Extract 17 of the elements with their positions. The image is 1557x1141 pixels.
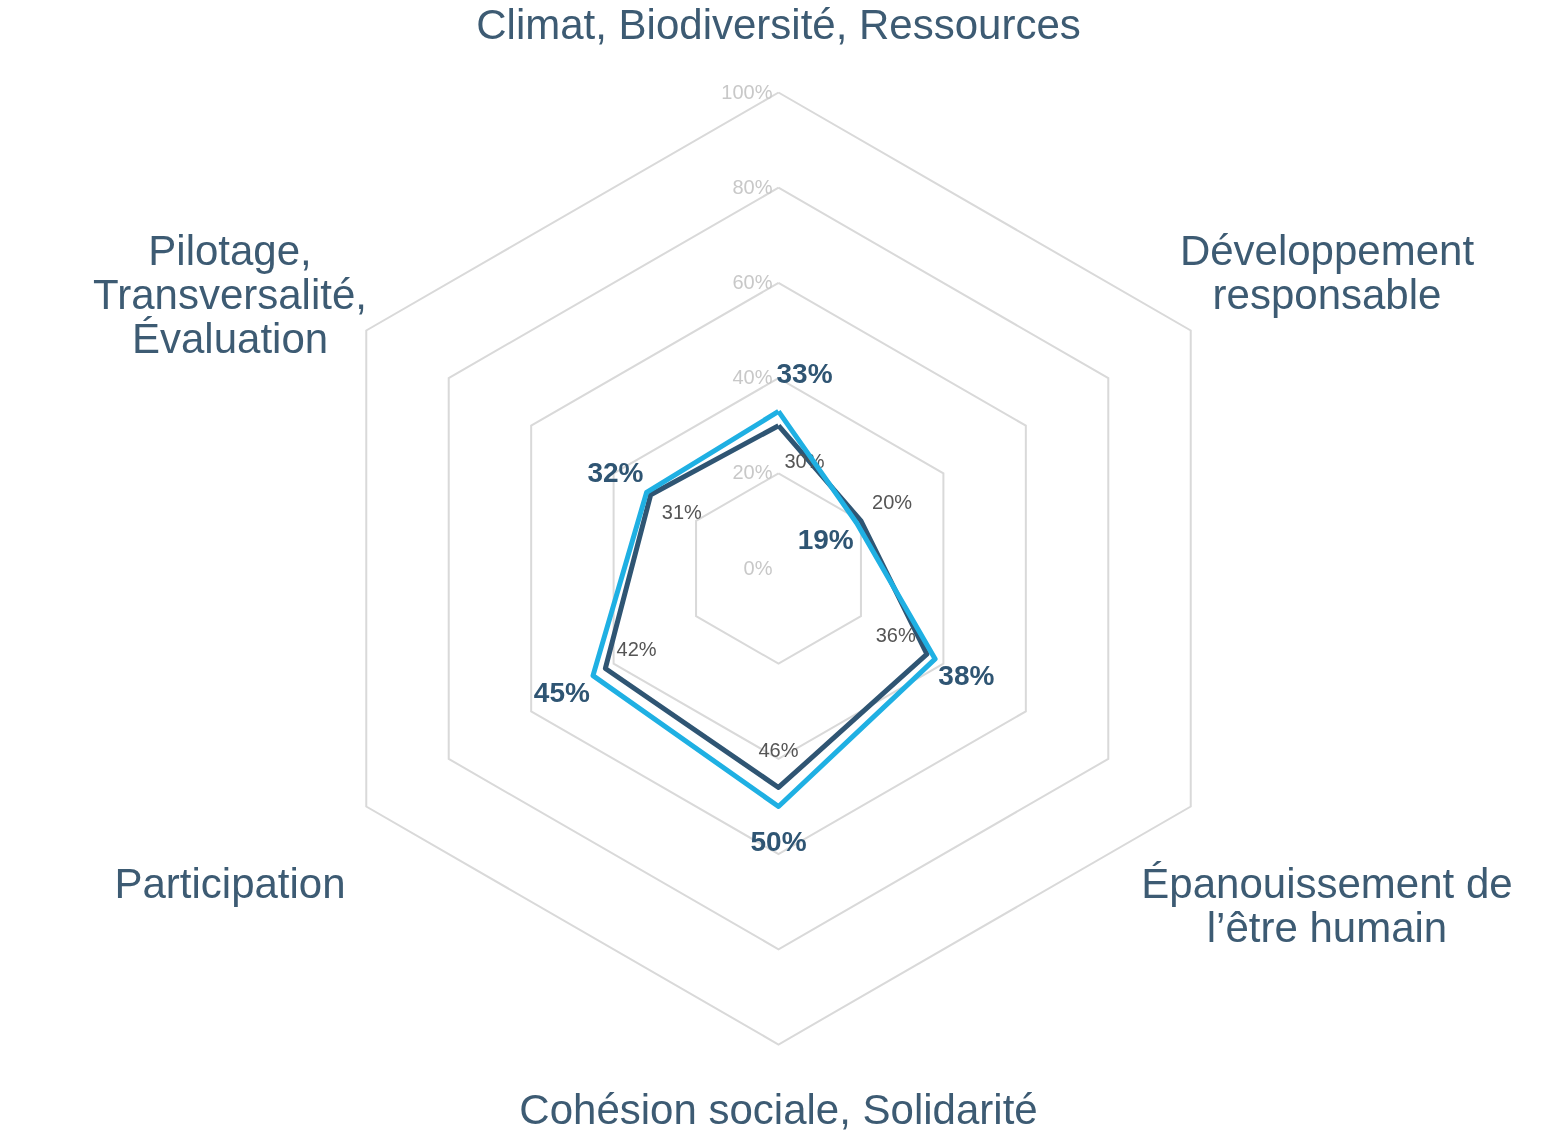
data-label: 20% — [872, 490, 913, 513]
data-label: 36% — [875, 624, 916, 647]
data-label: 46% — [758, 739, 799, 762]
data-label: 42% — [616, 638, 657, 661]
spoke-label: Climat, Biodiversité, Ressources — [476, 0, 1081, 48]
data-label: 19% — [797, 524, 854, 556]
data-label: 50% — [750, 825, 807, 857]
data-label: 32% — [587, 457, 644, 489]
data-label: 31% — [661, 500, 703, 523]
spoke-label: Développement responsable — [1179, 226, 1475, 318]
data-label: 33% — [776, 358, 833, 390]
spoke-label: Pilotage, Transversalité, Évaluation — [93, 226, 367, 362]
data-label: 45% — [533, 676, 590, 708]
data-label: 38% — [938, 659, 995, 691]
spoke-label: Cohésion sociale, Solidarité — [519, 1086, 1038, 1134]
spoke-label: Participation — [114, 860, 346, 908]
spoke-label: Épanouissement de l’être humain — [1141, 860, 1513, 952]
